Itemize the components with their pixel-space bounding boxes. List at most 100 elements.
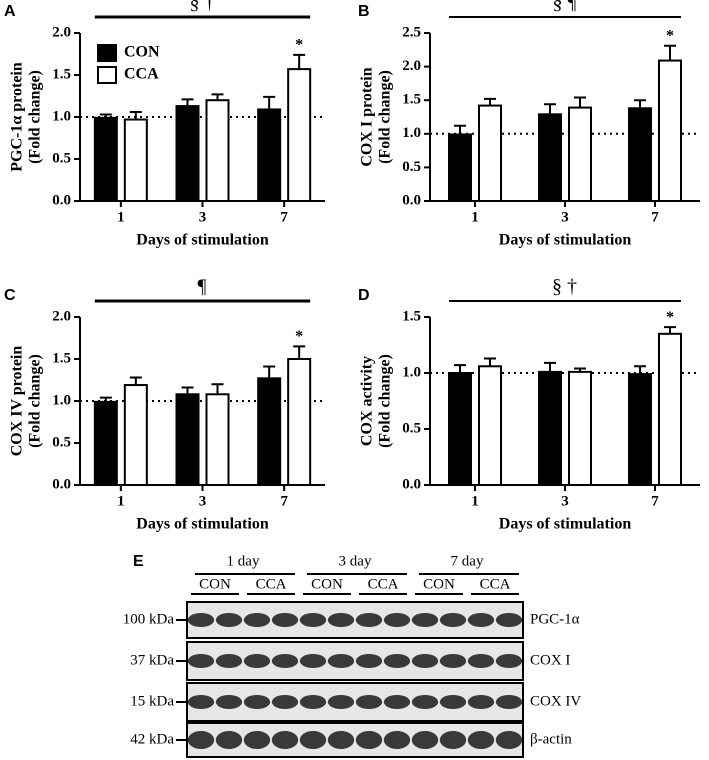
bar <box>123 384 148 487</box>
blot-band <box>215 731 243 749</box>
y-axis-label: (Fold change) <box>27 354 44 448</box>
blot-membrane <box>186 682 524 722</box>
y-tick-label: 1.0 <box>52 392 71 408</box>
group-label: CCA <box>256 576 287 592</box>
blot-band <box>467 654 495 668</box>
blot-band <box>355 731 383 749</box>
bar <box>538 113 562 202</box>
bar <box>478 104 502 202</box>
blot-band <box>467 695 495 709</box>
error-bar <box>484 97 496 106</box>
blot-band <box>355 613 383 627</box>
y-tick-label: 0.5 <box>402 159 421 175</box>
blot-band <box>495 654 523 668</box>
panel-label: B <box>358 3 370 20</box>
x-tick-label: 1 <box>117 209 125 225</box>
marker-label: 100 kDa <box>123 611 175 627</box>
y-axis-label: (Fold change) <box>27 70 44 164</box>
blot-band <box>327 613 355 627</box>
bar <box>538 370 562 487</box>
bar <box>478 365 502 486</box>
x-tick-label: 7 <box>280 493 288 509</box>
blot-band <box>411 654 439 668</box>
blot-band <box>243 695 271 709</box>
blot-band <box>187 613 215 627</box>
panel-label: C <box>4 287 16 304</box>
blot-band <box>299 695 327 709</box>
bar <box>628 107 652 202</box>
error-bar <box>129 376 142 386</box>
group-label: CCA <box>480 576 511 592</box>
group-label: CON <box>199 576 231 592</box>
error-bar <box>454 364 466 373</box>
y-tick-label: 2.0 <box>52 308 71 324</box>
blot-band <box>439 654 467 668</box>
error-bar <box>181 386 194 395</box>
error-bar <box>574 367 586 372</box>
y-tick-label: 0.0 <box>52 192 71 208</box>
x-tick-label: 1 <box>471 493 479 509</box>
y-tick-label: 2.0 <box>402 58 421 74</box>
blot-band <box>187 654 215 668</box>
bar <box>658 59 682 202</box>
error-bar <box>263 95 276 110</box>
y-tick-label: 0.0 <box>402 192 421 208</box>
error-bar <box>293 345 306 359</box>
blot-band <box>411 731 439 749</box>
protein-label: PGC-1α <box>530 611 580 627</box>
panel-label: A <box>4 3 16 20</box>
bar <box>175 105 200 202</box>
y-tick-label: 2.0 <box>52 24 71 40</box>
significance-star: * <box>666 27 674 44</box>
blot-band <box>299 613 327 627</box>
error-bar <box>634 99 646 109</box>
bar <box>205 393 230 486</box>
blot-band <box>383 613 411 627</box>
significance-label: § † <box>552 276 577 298</box>
blot-band <box>215 613 243 627</box>
group-label: CON <box>423 576 455 592</box>
bar <box>287 358 312 486</box>
x-tick-label: 7 <box>651 493 659 509</box>
bar <box>658 332 682 486</box>
x-axis-label: Days of stimulation <box>499 516 632 533</box>
bar <box>93 116 118 202</box>
blot-membrane <box>186 641 524 681</box>
blot-band <box>187 731 215 749</box>
blot-band <box>467 731 495 749</box>
group-label: CON <box>311 576 343 592</box>
blot-band <box>215 654 243 668</box>
y-axis-label: COX IV protein <box>9 346 26 457</box>
x-tick-label: 7 <box>280 209 288 225</box>
blot-band <box>439 731 467 749</box>
blot-band <box>327 654 355 668</box>
blot-band <box>243 654 271 668</box>
marker-label: 37 kDa <box>130 652 174 668</box>
error-bar <box>181 98 194 107</box>
marker-label: 15 kDa <box>130 693 174 709</box>
day-label: 3 day <box>339 553 372 569</box>
error-bar <box>211 93 224 101</box>
blot-band <box>187 695 215 709</box>
panel-label: D <box>358 287 370 304</box>
legend-label: CON <box>124 44 160 61</box>
y-axis-label: COX activity <box>359 356 376 446</box>
y-axis-label: (Fold change) <box>377 354 394 448</box>
significance-star: * <box>295 37 303 54</box>
blot-band <box>271 613 299 627</box>
blot-band <box>383 731 411 749</box>
legend-label: CCA <box>124 66 159 83</box>
bar <box>568 106 592 202</box>
error-bar <box>664 44 676 61</box>
error-bar <box>211 383 224 395</box>
blot-band <box>383 654 411 668</box>
blot-band <box>411 695 439 709</box>
blot-band <box>243 613 271 627</box>
marker-label: 42 kDa <box>130 731 174 747</box>
error-bar <box>454 124 466 135</box>
blot-band <box>411 613 439 627</box>
y-tick-label: 0.5 <box>402 420 421 436</box>
blot-band <box>439 613 467 627</box>
bar <box>568 370 592 487</box>
